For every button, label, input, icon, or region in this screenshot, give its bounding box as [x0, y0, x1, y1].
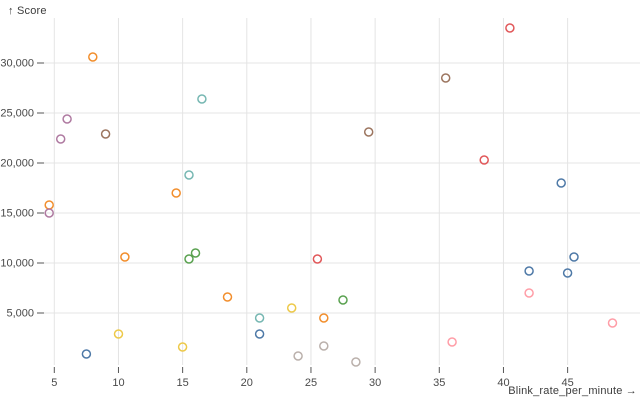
data-point-green — [184, 254, 194, 264]
x-axis-label: Blink_rate_per_minute → — [508, 385, 637, 397]
x-tick-label: 5 — [51, 377, 57, 389]
data-point-purple — [62, 114, 72, 124]
data-point-brown — [363, 127, 374, 137]
data-point-gray — [293, 351, 303, 361]
y-tick-label: 20,000 — [0, 158, 34, 170]
data-point-blue — [569, 252, 579, 262]
data-point-green — [338, 295, 348, 305]
x-tick-label: 15 — [177, 377, 189, 389]
data-point-gray — [351, 357, 361, 367]
data-point-pink — [447, 337, 457, 347]
data-point-pink — [607, 318, 618, 328]
data-point-green — [190, 248, 201, 258]
y-tick-label: 5,000 — [6, 308, 34, 320]
data-point-purple — [44, 208, 54, 218]
y-tick-label: 10,000 — [0, 258, 34, 270]
data-point-yellow — [286, 303, 297, 313]
data-point-orange — [222, 292, 233, 302]
data-point-teal — [197, 94, 207, 104]
data-point-orange — [44, 200, 54, 210]
data-point-blue — [556, 178, 566, 188]
data-point-blue — [562, 268, 573, 278]
data-point-teal — [184, 170, 194, 180]
data-point-orange — [120, 252, 130, 262]
data-point-orange — [171, 188, 181, 198]
y-tick-label: 15,000 — [0, 208, 34, 220]
data-point-red — [505, 23, 515, 33]
data-point-blue — [254, 329, 265, 339]
data-point-red — [479, 155, 489, 165]
x-tick-label: 35 — [433, 377, 445, 389]
y-axis-label: ↑ Score — [8, 5, 47, 17]
data-point-red — [312, 254, 323, 264]
y-tick-label: 25,000 — [0, 108, 34, 120]
x-tick-label: 45 — [561, 377, 573, 389]
x-tick-label: 10 — [112, 377, 124, 389]
data-point-orange — [319, 313, 329, 323]
data-point-blue — [81, 349, 92, 359]
x-tick-label: 20 — [241, 377, 253, 389]
data-point-orange — [88, 52, 98, 62]
x-tick-label: 30 — [369, 377, 381, 389]
data-point-brown — [100, 129, 111, 139]
data-point-pink — [524, 288, 534, 298]
y-tick-label: 30,000 — [0, 58, 34, 70]
data-point-gray — [319, 341, 329, 351]
data-point-yellow — [113, 329, 124, 339]
data-point-blue — [524, 266, 534, 276]
x-tick-label: 25 — [305, 377, 317, 389]
data-point-purple — [55, 134, 66, 144]
data-point-brown — [440, 73, 451, 83]
x-tick-label: 40 — [497, 377, 509, 389]
data-point-teal — [254, 313, 265, 323]
data-point-yellow — [177, 342, 188, 352]
